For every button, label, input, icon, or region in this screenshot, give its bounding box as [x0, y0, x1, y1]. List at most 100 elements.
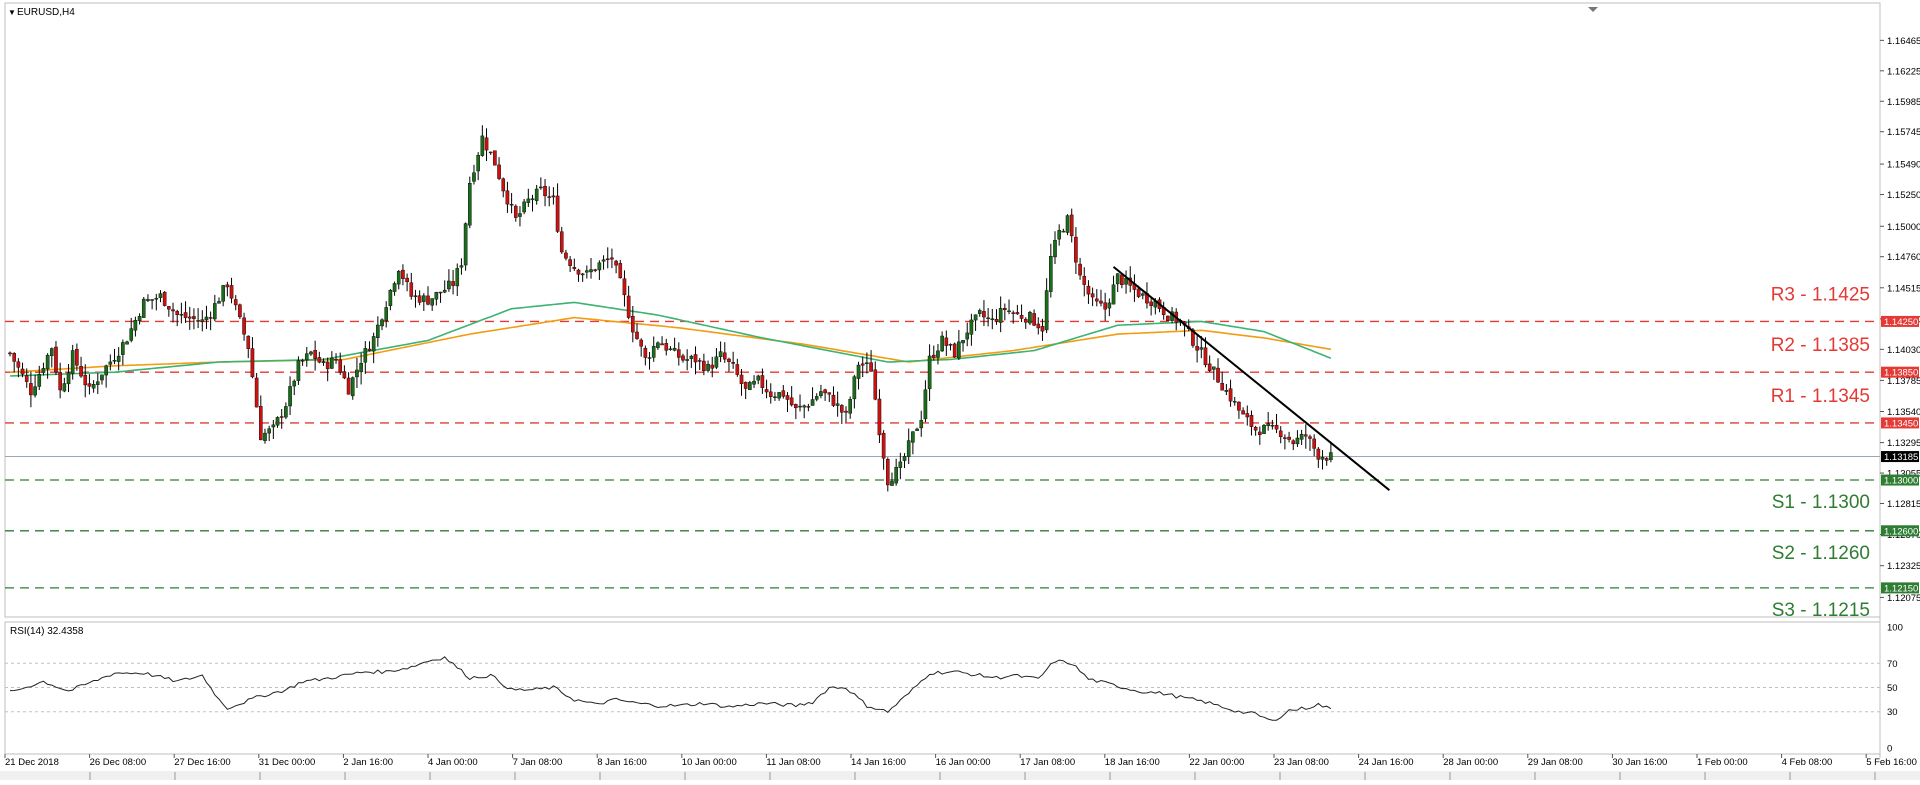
- time-tick-label: 11 Jan 08:00: [766, 757, 820, 768]
- price-pane-frame: [4, 2, 1881, 618]
- candle-body: [263, 432, 267, 441]
- candle-body: [927, 355, 932, 390]
- time-tick-label: 29 Jan 08:00: [1528, 757, 1583, 768]
- candle-body: [242, 317, 246, 335]
- candle-body: [526, 198, 531, 203]
- downtrend-line[interactable]: [1112, 266, 1391, 491]
- candle-body: [150, 299, 154, 301]
- candle-body: [840, 405, 844, 413]
- candle-body: [1044, 290, 1049, 331]
- candle-body: [1136, 288, 1141, 297]
- candle-body: [894, 466, 898, 484]
- time-tick-label: 2 Jan 16:00: [343, 757, 393, 768]
- candle-body: [171, 309, 175, 312]
- candle-body: [233, 299, 238, 306]
- candle-body: [29, 383, 33, 396]
- candle-body: [1291, 440, 1296, 445]
- candle-body: [317, 357, 322, 363]
- level-tag-2: 1.13450: [1884, 418, 1918, 429]
- time-tick-label: 18 Jan 16:00: [1105, 757, 1160, 768]
- candle-body: [635, 331, 639, 339]
- candle-body: [697, 360, 702, 362]
- candle-body: [137, 316, 142, 321]
- collapse-triangle-icon[interactable]: [1588, 7, 1598, 12]
- candle-body: [413, 295, 418, 297]
- candle-body: [1237, 401, 1241, 411]
- candle-body: [643, 347, 648, 358]
- candle-body: [1228, 388, 1233, 402]
- candle-body: [208, 317, 213, 319]
- candle-body: [300, 360, 305, 362]
- candle-body: [334, 359, 338, 361]
- time-tick-label: 17 Jan 08:00: [1020, 757, 1075, 768]
- candle-body: [426, 295, 430, 305]
- candle-body: [50, 348, 54, 356]
- candle-body: [493, 150, 497, 166]
- candle-body: [1120, 274, 1124, 285]
- candle-body: [175, 311, 180, 315]
- price-tick-label: 1.12075: [1887, 593, 1920, 604]
- candle-body: [722, 352, 727, 360]
- candle-body: [865, 362, 869, 364]
- candle-body: [179, 314, 184, 316]
- candle-body: [1207, 363, 1212, 371]
- candle-body: [434, 292, 439, 300]
- level-label-4: S2 - 1.1260: [1772, 543, 1870, 564]
- candle-body: [1224, 390, 1229, 392]
- candle-body: [367, 348, 372, 351]
- candle-body: [250, 348, 255, 378]
- price-tick-label: 1.14515: [1887, 283, 1920, 294]
- candle-body: [618, 263, 623, 279]
- candle-body: [204, 316, 209, 321]
- candle-body: [451, 281, 455, 286]
- time-tick-label: 26 Dec 08:00: [90, 757, 147, 768]
- candle-body: [1032, 313, 1036, 326]
- time-tick-label: 21 Dec 2018: [5, 757, 59, 768]
- candle-body: [756, 375, 761, 381]
- time-tick-label: 4 Jan 00:00: [428, 757, 478, 768]
- current-price-tag: 1.13185: [1881, 451, 1919, 463]
- candle-body: [267, 428, 271, 434]
- candle-body: [856, 364, 861, 379]
- candle-body: [923, 389, 928, 420]
- candle-body: [952, 343, 957, 358]
- candle-body: [555, 195, 560, 232]
- candle-body: [225, 284, 230, 288]
- candle-body: [998, 308, 1003, 323]
- candle-body: [455, 268, 460, 287]
- level-label-5: S3 - 1.1215: [1772, 600, 1870, 621]
- candle-body: [141, 298, 146, 318]
- level-tag-3: 1.13000: [1884, 476, 1918, 487]
- candle-body: [468, 183, 472, 226]
- candle-body: [476, 154, 480, 172]
- candle-body: [706, 364, 710, 371]
- candle-body: [1061, 230, 1066, 233]
- candle-body: [622, 278, 627, 296]
- candle-body: [593, 269, 597, 271]
- candle-body: [1216, 367, 1220, 383]
- candle-body: [480, 135, 485, 156]
- rsi-tick-label: 30: [1887, 707, 1898, 718]
- candle-body: [501, 178, 506, 192]
- candle-body: [8, 352, 12, 355]
- candle-body: [95, 381, 100, 385]
- candle-body: [1308, 436, 1312, 439]
- candle-body: [518, 213, 522, 217]
- candle-body: [75, 348, 79, 366]
- rsi-tick-label: 0: [1887, 744, 1892, 755]
- candle-body: [794, 404, 798, 409]
- candle-body: [672, 347, 677, 351]
- candle-body: [739, 374, 744, 384]
- candle-body: [497, 164, 501, 179]
- chart-title-arrow[interactable]: ▼: [8, 8, 16, 17]
- candle-body: [948, 344, 953, 346]
- candle-body: [1115, 273, 1120, 285]
- candle-body: [559, 231, 564, 253]
- candle-body: [639, 339, 643, 347]
- rsi-line: [9, 656, 1332, 721]
- candle-body: [877, 398, 882, 436]
- candle-body: [610, 257, 614, 260]
- candle-body: [961, 340, 965, 344]
